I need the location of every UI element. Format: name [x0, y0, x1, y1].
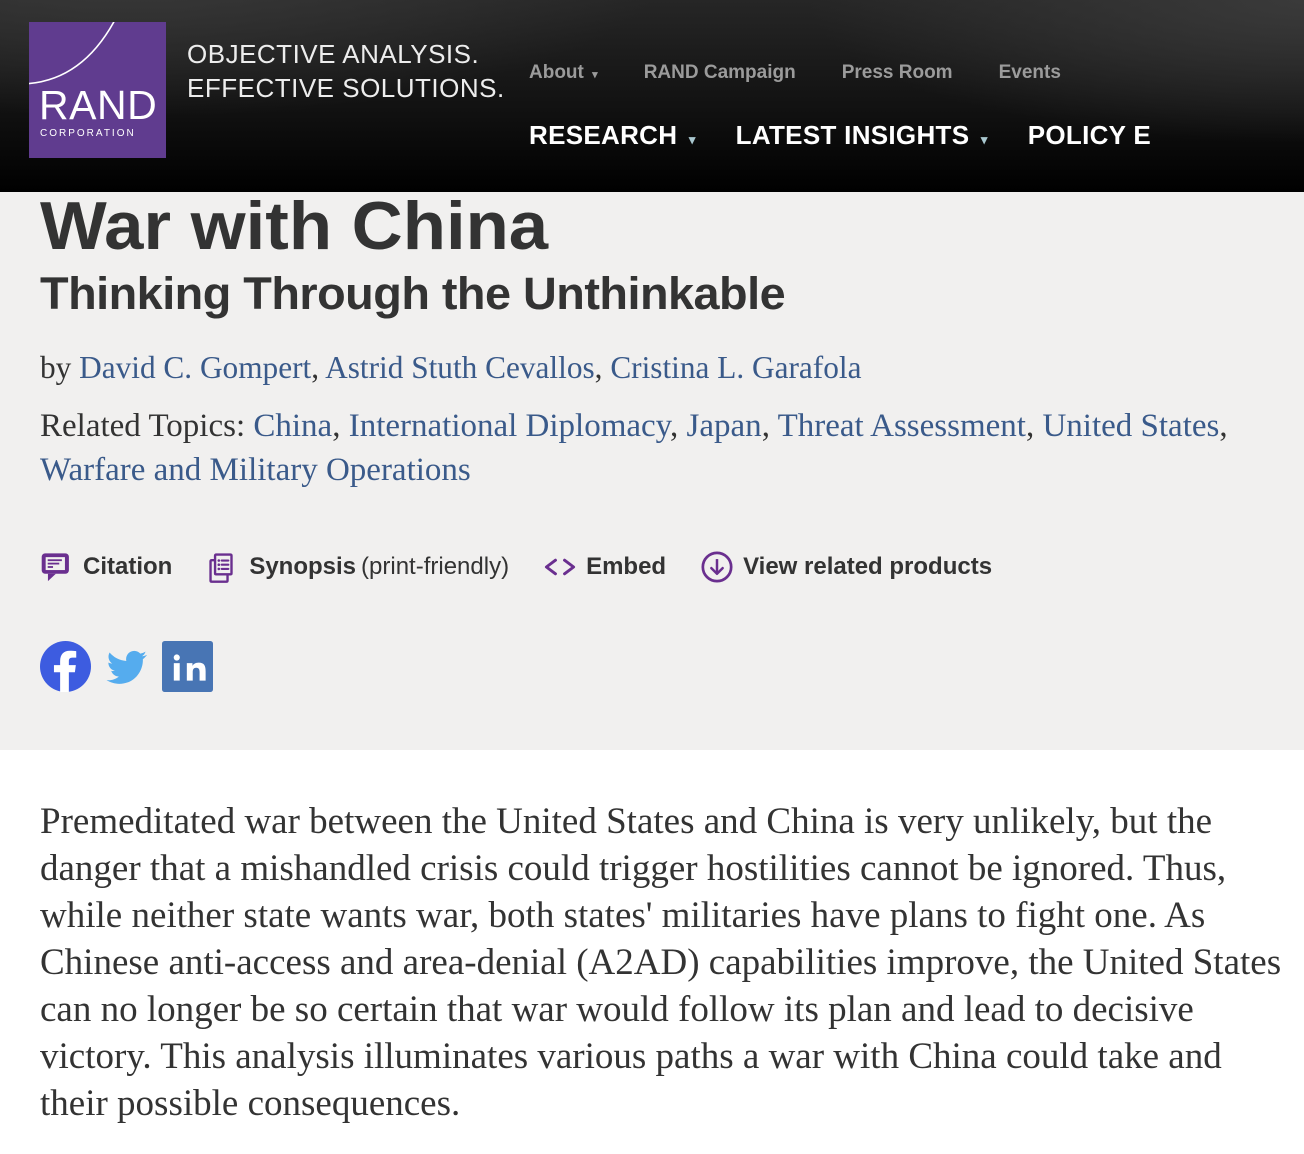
svg-text:CORPORATION: CORPORATION [40, 128, 136, 139]
svg-text:RAND: RAND [39, 82, 157, 128]
